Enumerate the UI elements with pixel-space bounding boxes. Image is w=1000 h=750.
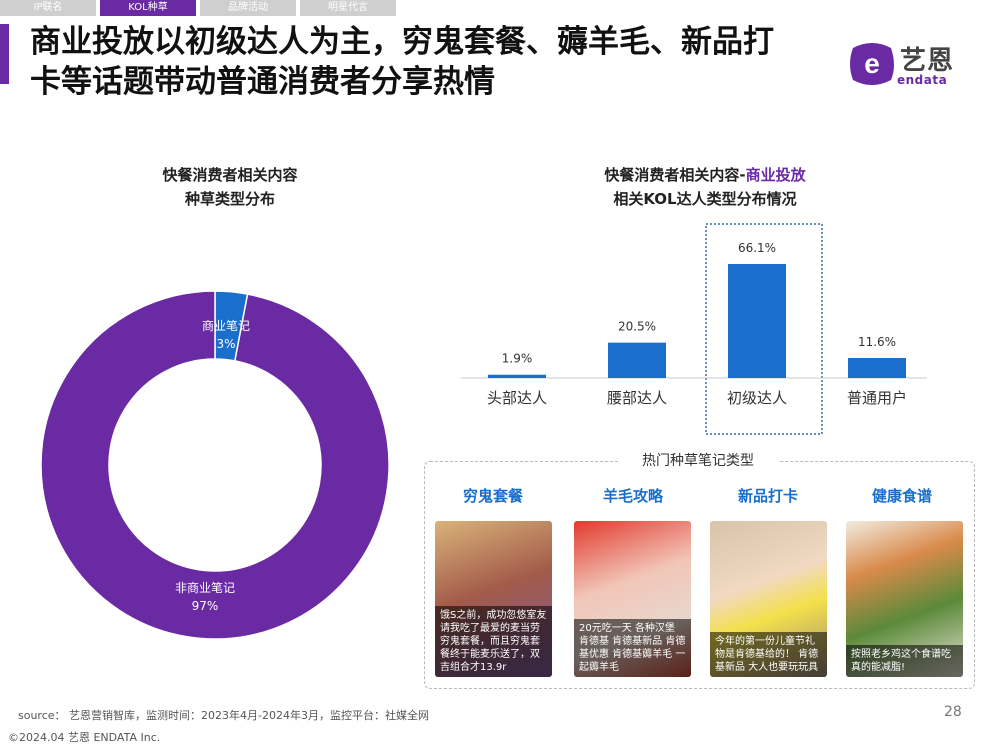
bar-value-label-4: 11.6% [858, 335, 896, 349]
bar-category-label-4: 普通用户 [847, 389, 907, 407]
note-card-caption-1: 饿S之前，成功忽悠室友请我吃了最爱的麦当劳穷鬼套餐，而且穷鬼套餐终于能麦乐送了，… [435, 606, 552, 677]
bar-value-label-2: 20.5% [618, 320, 656, 334]
page-title: 商业投放以初级达人为主，穷鬼套餐、薅羊毛、新品打 卡等话题带动普通消费者分享热情 [30, 22, 840, 102]
logo-name: 艺恩 [900, 46, 955, 76]
note-type-label-3: 新品打卡 [737, 487, 798, 505]
logo-sub: endata [897, 73, 948, 87]
bar-category-label-2: 腰部达人 [607, 389, 667, 407]
donut-title-line-1: 快餐消费者相关内容 [162, 166, 298, 184]
bar-title-line-2: 相关KOL达人类型分布情况 [613, 190, 797, 208]
source-note: source： 艺恩营销智库，监测时间：2023年4月-2024年3月，监控平台… [18, 709, 429, 722]
bar-3 [728, 264, 786, 378]
hot-notes-title: 热门种草笔记类型 [618, 452, 778, 470]
donut-label-commercial: 商业笔记 [202, 318, 250, 333]
copyright: ©2024.04 艺恩 ENDATA Inc. [8, 731, 161, 744]
note-card-1[interactable]: 饿S之前，成功忽悠室友请我吃了最爱的麦当劳穷鬼套餐，而且穷鬼套餐终于能麦乐送了，… [435, 521, 552, 677]
donut-value-noncommercial: 97% [192, 599, 219, 613]
bar-4 [848, 357, 906, 378]
endata-e-icon: e [850, 43, 894, 85]
note-card-caption-2: 20元吃一天 各种汉堡 肯德基 肯德基新品 肯德基优惠 肯德基薅羊毛 一起薅羊毛 [574, 619, 691, 677]
page-title-line-2: 卡等话题带动普通消费者分享热情 [30, 64, 495, 100]
bar-chart-title: 快餐消费者相关内容-商业投放 相关KOL达人类型分布情况 [560, 163, 850, 211]
tab-ip[interactable]: IP联名 [0, 0, 96, 16]
note-card-4[interactable]: 按照老乡鸡这个食谱吃 真的能减脂! [846, 521, 963, 677]
bar-chart: 1.9% 头部达人 20.5% 腰部达人 66.1% 初级达人 11.6% 普通用户 [461, 223, 927, 435]
donut-slice-2 [40, 290, 390, 640]
bar-title-line-1: 快餐消费者相关内容-商业投放 [560, 163, 850, 187]
svg-text:e: e [864, 48, 880, 79]
endata-logo: e 艺恩 endata [847, 40, 967, 90]
title-accent-bar [0, 24, 9, 84]
bar-category-label-1: 头部达人 [487, 389, 547, 407]
bar-category-label-3: 初级达人 [727, 389, 787, 407]
note-card-caption-3: 今年的第一份儿童节礼物是肯德基给的！ 肯德基新品 大人也要玩玩具 [710, 632, 827, 677]
donut-chart: 商业笔记 3% 非商业笔记 97% [40, 290, 390, 640]
highlight-box [705, 223, 823, 435]
page-title-line-1: 商业投放以初级达人为主，穷鬼套餐、薅羊毛、新品打 [30, 24, 774, 60]
bar-value-label-3: 66.1% [738, 241, 776, 255]
note-type-label-1: 穷鬼套餐 [462, 487, 523, 505]
tab-kol[interactable]: KOL种草 [100, 0, 196, 16]
note-card-caption-4: 按照老乡鸡这个食谱吃 真的能减脂! [846, 645, 963, 677]
donut-chart-title: 快餐消费者相关内容 种草类型分布 [100, 163, 360, 211]
bar-value-label-1: 1.9% [502, 352, 533, 366]
page-number: 28 [944, 704, 962, 720]
donut-title-line-2: 种草类型分布 [184, 190, 275, 208]
tab-brand-event[interactable]: 品牌活动 [200, 0, 296, 16]
note-card-2[interactable]: 20元吃一天 各种汉堡 肯德基 肯德基新品 肯德基优惠 肯德基薅羊毛 一起薅羊毛 [574, 521, 691, 677]
bar-title-prefix: 快餐消费者相关内容- [604, 166, 746, 184]
note-card-3[interactable]: 今年的第一份儿童节礼物是肯德基给的！ 肯德基新品 大人也要玩玩具 [710, 521, 827, 677]
tab-celebrity[interactable]: 明星代言 [300, 0, 396, 16]
donut-label-noncommercial: 非商业笔记 [175, 580, 235, 595]
donut-value-commercial: 3% [216, 337, 235, 351]
note-type-label-4: 健康食谱 [871, 487, 932, 505]
section-tabs: IP联名 KOL种草 品牌活动 明星代言 [0, 0, 400, 16]
bar-1 [488, 374, 546, 378]
note-type-label-2: 羊毛攻略 [602, 487, 663, 505]
bar-title-accent: 商业投放 [745, 166, 806, 184]
bar-2 [608, 342, 666, 378]
